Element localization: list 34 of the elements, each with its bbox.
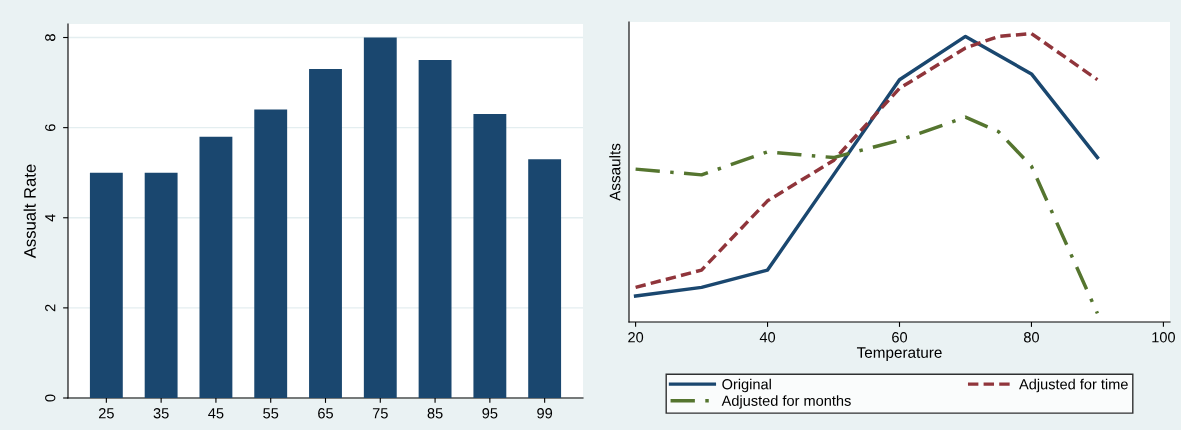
bar bbox=[89, 172, 123, 398]
x-tick-label: 80 bbox=[1023, 332, 1039, 343]
x-tick-label: 60 bbox=[892, 332, 908, 343]
bar bbox=[473, 114, 507, 398]
x-tick-label: 40 bbox=[759, 332, 776, 343]
bar bbox=[144, 172, 178, 398]
y-axis-title: Assaults bbox=[609, 143, 621, 201]
x-tick-label: 99 bbox=[537, 408, 553, 419]
legend-label: Adjusted for time bbox=[1019, 378, 1128, 393]
y-tick-label: 8 bbox=[45, 34, 56, 41]
x-tick-label: 25 bbox=[98, 408, 114, 419]
y-tick-label: 2 bbox=[45, 304, 56, 312]
bar bbox=[363, 37, 397, 398]
y-tick-label: 4 bbox=[45, 214, 56, 222]
legend-label: Adjusted for months bbox=[721, 395, 851, 409]
legend-label: Original bbox=[722, 378, 771, 393]
x-tick-label: 100 bbox=[1152, 332, 1175, 343]
bar bbox=[418, 60, 452, 398]
x-tick-label: 55 bbox=[263, 408, 279, 419]
y-tick-label: 0 bbox=[45, 394, 56, 402]
bar bbox=[254, 109, 288, 398]
y-axis-title: Assualt Rate bbox=[23, 164, 36, 259]
x-tick-label: 65 bbox=[318, 408, 333, 419]
x-axis-title: Temperature bbox=[856, 347, 942, 361]
bar bbox=[528, 159, 562, 398]
x-tick-label: 35 bbox=[153, 408, 169, 419]
x-tick-label: 20 bbox=[628, 332, 644, 343]
bar bbox=[309, 69, 342, 398]
x-tick-label: 75 bbox=[372, 408, 388, 419]
x-tick-label: 45 bbox=[208, 408, 224, 419]
bar bbox=[199, 136, 233, 398]
x-tick-label: 95 bbox=[482, 408, 498, 419]
y-tick-label: 6 bbox=[45, 124, 56, 131]
x-tick-label: 85 bbox=[427, 408, 443, 419]
